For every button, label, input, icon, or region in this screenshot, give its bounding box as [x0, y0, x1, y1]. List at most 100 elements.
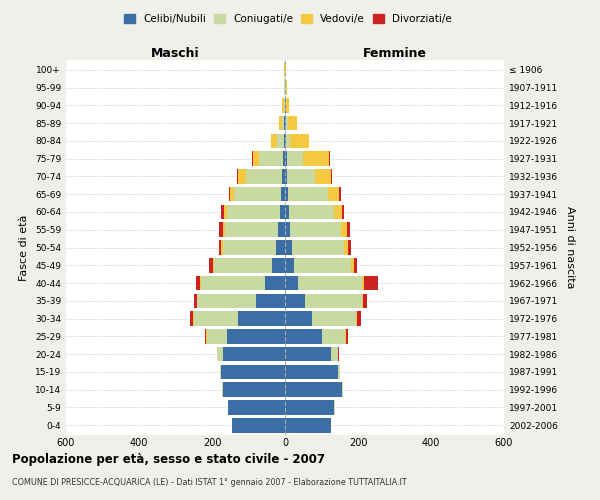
Bar — [283, 152, 285, 166]
Bar — [350, 258, 353, 272]
Bar — [285, 204, 289, 219]
Bar — [245, 169, 282, 184]
Bar — [206, 329, 227, 344]
Bar — [285, 400, 334, 414]
Bar — [229, 400, 285, 414]
Bar — [217, 347, 223, 362]
Bar — [205, 329, 206, 344]
Bar — [227, 329, 285, 344]
Bar — [345, 329, 346, 344]
Bar — [294, 258, 350, 272]
Bar — [338, 364, 340, 379]
Bar — [344, 240, 348, 255]
Bar — [328, 187, 339, 202]
Bar — [220, 364, 221, 379]
Bar — [285, 134, 286, 148]
Bar — [353, 258, 357, 272]
Bar — [234, 187, 281, 202]
Bar — [331, 347, 338, 362]
Bar — [357, 312, 361, 326]
Bar — [341, 382, 343, 397]
Bar — [209, 258, 213, 272]
Legend: Celibi/Nubili, Coniugati/e, Vedovi/e, Divorziati/e: Celibi/Nubili, Coniugati/e, Vedovi/e, Di… — [120, 10, 456, 29]
Bar — [290, 134, 309, 148]
Bar — [223, 222, 225, 237]
Bar — [194, 294, 197, 308]
Bar — [252, 152, 253, 166]
Bar — [313, 312, 356, 326]
Bar — [322, 329, 345, 344]
Bar — [221, 204, 224, 219]
Bar — [238, 312, 285, 326]
Bar — [285, 152, 287, 166]
Bar — [362, 294, 363, 308]
Bar — [298, 276, 362, 290]
Bar — [272, 258, 285, 272]
Bar — [286, 134, 290, 148]
Bar — [286, 98, 289, 112]
Bar — [221, 364, 285, 379]
Bar — [286, 80, 287, 95]
Bar — [285, 187, 288, 202]
Bar — [281, 187, 285, 202]
Bar — [289, 204, 334, 219]
Bar — [227, 204, 280, 219]
Bar — [285, 347, 331, 362]
Bar — [362, 276, 364, 290]
Bar — [230, 187, 234, 202]
Bar — [283, 116, 284, 130]
Bar — [282, 169, 285, 184]
Bar — [285, 418, 331, 432]
Text: Popolazione per età, sesso e stato civile - 2007: Popolazione per età, sesso e stato civil… — [12, 452, 325, 466]
Bar — [280, 204, 285, 219]
Bar — [303, 152, 329, 166]
Bar — [197, 294, 256, 308]
Text: Maschi: Maschi — [151, 47, 200, 60]
Text: COMUNE DI PRESICCE-ACQUARICA (LE) - Dati ISTAT 1° gennaio 2007 - Elaborazione TU: COMUNE DI PRESICCE-ACQUARICA (LE) - Dati… — [12, 478, 407, 487]
Bar — [218, 222, 223, 237]
Bar — [279, 116, 283, 130]
Bar — [284, 116, 285, 130]
Bar — [222, 382, 223, 397]
Bar — [346, 329, 348, 344]
Bar — [339, 187, 341, 202]
Bar — [200, 276, 201, 290]
Bar — [223, 382, 285, 397]
Bar — [285, 258, 294, 272]
Bar — [287, 152, 303, 166]
Bar — [285, 116, 286, 130]
Bar — [256, 294, 285, 308]
Bar — [224, 204, 227, 219]
Bar — [314, 169, 331, 184]
Bar — [363, 294, 367, 308]
Bar — [278, 222, 285, 237]
Bar — [201, 276, 265, 290]
Bar — [285, 276, 298, 290]
Bar — [223, 240, 276, 255]
Bar — [285, 240, 292, 255]
Bar — [285, 222, 290, 237]
Bar — [229, 187, 230, 202]
Bar — [286, 116, 288, 130]
Bar — [292, 240, 344, 255]
Y-axis label: Fasce di età: Fasce di età — [19, 214, 29, 280]
Bar — [341, 204, 344, 219]
Bar — [364, 276, 379, 290]
Bar — [305, 294, 362, 308]
Y-axis label: Anni di nascita: Anni di nascita — [565, 206, 575, 289]
Bar — [338, 347, 339, 362]
Bar — [237, 169, 238, 184]
Bar — [284, 134, 285, 148]
Bar — [285, 312, 313, 326]
Bar — [225, 222, 278, 237]
Bar — [220, 240, 221, 255]
Bar — [259, 152, 283, 166]
Bar — [276, 240, 285, 255]
Bar — [238, 169, 245, 184]
Bar — [223, 347, 285, 362]
Bar — [347, 222, 350, 237]
Bar — [288, 187, 328, 202]
Bar — [290, 222, 341, 237]
Bar — [265, 276, 285, 290]
Bar — [283, 98, 284, 112]
